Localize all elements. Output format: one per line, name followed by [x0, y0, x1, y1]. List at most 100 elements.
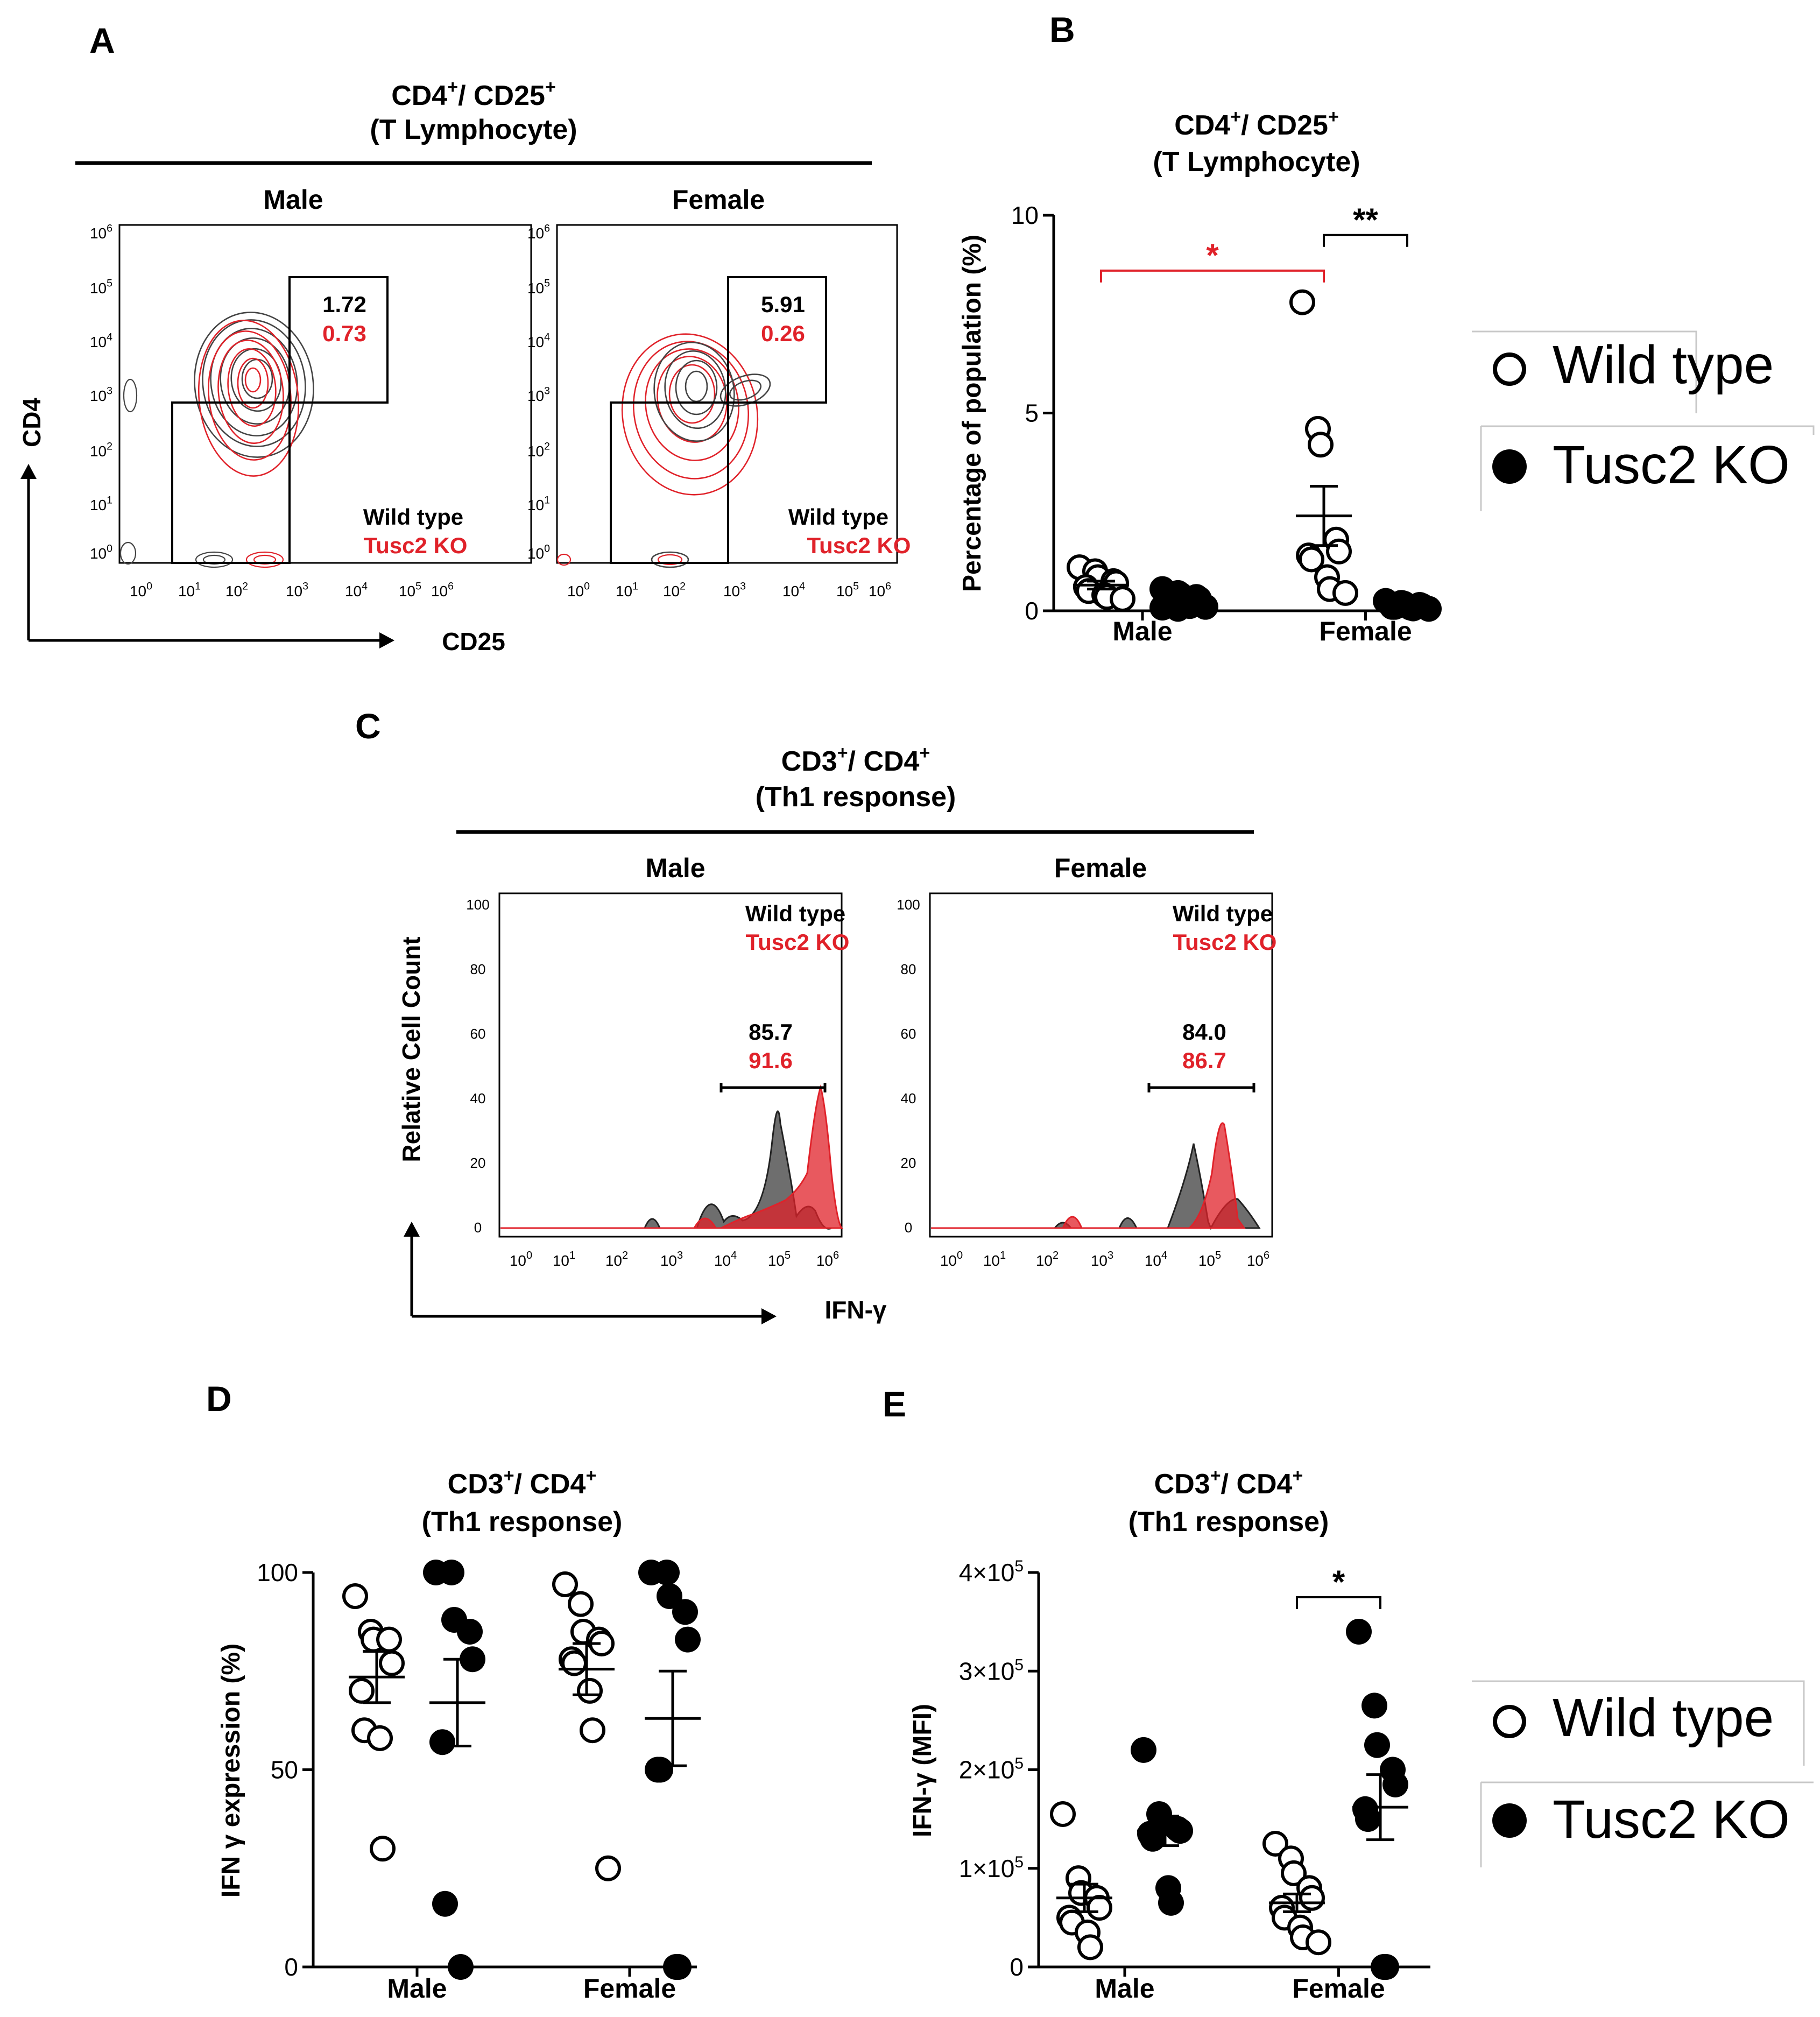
chart-b: CD4+/ CD25+ (T Lymphocyte) 0 5 10 Percentage …	[958, 107, 1442, 646]
chart-d-point-ko	[448, 1954, 474, 1980]
panel-c-subtitle: (Th1 response)	[756, 781, 956, 813]
panel-b-label: B	[1049, 10, 1075, 50]
histogram-male-y-tick-label: 0	[474, 1219, 482, 1236]
panel-a-subtitle: (T Lymphocyte)	[370, 114, 577, 145]
histogram-female-x-tick-label: 106	[1247, 1250, 1269, 1269]
flow-plot-male-frame	[118, 224, 532, 564]
chart-e-y-tick-label: 3×105	[959, 1656, 1024, 1685]
chart-e-subtitle: (Th1 response)	[1128, 1506, 1329, 1538]
chart-e-point-ko	[1131, 1737, 1156, 1763]
histogram-female-y-tick-label: 100	[897, 897, 920, 913]
chart-b-subtitle: (T Lymphocyte)	[1153, 146, 1360, 178]
legend-bottom-border-1	[1472, 1680, 1805, 1766]
chart-d-point-wt	[367, 1725, 393, 1751]
flow-female-y-tick-label: 101	[527, 494, 550, 513]
flow-plot-male-gate-lower	[171, 401, 291, 564]
flow-male-y-tick-label: 105	[90, 277, 112, 297]
chart-d-point-wt	[552, 1571, 578, 1597]
chart-e-significance-label: *	[1332, 1564, 1345, 1600]
histogram-female-legend-ko: Tusc2 KO	[1173, 929, 1277, 955]
chart-e-x-tick-label: Male	[1095, 1973, 1154, 2004]
chart-e-point-ko	[1362, 1692, 1387, 1719]
legend-bottom-wt-label: Wild type	[1553, 1688, 1774, 1748]
flow-female-y-tick-label: 100	[527, 542, 550, 562]
flow-female-y-tick-label: 103	[527, 385, 550, 404]
panel-c-male-label: Male	[645, 853, 705, 883]
legend-top-wt-label: Wild type	[1553, 335, 1774, 395]
chart-d-point-wt	[370, 1836, 396, 1862]
histogram-female-x-tick-label: 105	[1198, 1250, 1221, 1269]
chart-d-point-wt	[342, 1583, 368, 1609]
flow-male-y-tick-label: 101	[90, 494, 112, 513]
flow-plot-female-gate-cd25	[727, 276, 827, 404]
chart-b-point-ko	[1416, 596, 1442, 622]
panel-c-y-label: Relative Cell Count	[397, 936, 425, 1162]
flow-plot-male: 1.72 0.73 Wild type Tusc2 KO	[118, 224, 532, 568]
histogram-male-y-tick-label: 40	[470, 1090, 486, 1106]
chart-d-y-tick-label: 50	[271, 1756, 298, 1784]
panel-c-x-arrowhead	[761, 1308, 777, 1324]
histogram-female: Wild type Tusc2 KO 84.0 86.7	[929, 892, 1277, 1238]
panel-a: A CD4+/ CD25+ (T Lymphocyte) Male Female…	[18, 20, 911, 655]
chart-b-significance-bracket	[1323, 234, 1408, 247]
chart-d-point-ko	[460, 1646, 485, 1673]
histogram-male-x-tick-label: 103	[660, 1250, 683, 1269]
panel-a-y-label: CD4	[18, 398, 46, 447]
chart-e-point-wt	[1281, 1860, 1307, 1886]
flow-female-x-tick-label: 102	[663, 580, 686, 600]
flow-female-y-tick-label: 106	[527, 222, 550, 242]
flow-male-x-tick-label: 103	[286, 580, 308, 600]
panel-c-female-label: Female	[1054, 853, 1147, 883]
chart-d-y-tick-label: 100	[257, 1558, 298, 1586]
chart-e-point-ko	[1355, 1806, 1381, 1832]
panel-a-female-label: Female	[672, 185, 765, 215]
histogram-female-x-tick-label: 100	[940, 1250, 963, 1269]
panel-a-male-label: Male	[263, 185, 323, 215]
legend-bottom: Wild type Tusc2 KO	[1472, 1680, 1814, 1867]
chart-e-point-ko	[1158, 1889, 1184, 1916]
flow-female-legend-wt: Wild type	[788, 504, 888, 530]
chart-e-point-wt	[1299, 1885, 1325, 1911]
chart-d-y-tick-label: 0	[284, 1953, 298, 1981]
flow-female-x-tick-label: 101	[616, 580, 638, 600]
chart-d-point-wt	[595, 1855, 621, 1881]
histogram-female-x-tick-label: 104	[1145, 1250, 1167, 1269]
histogram-female-y-tick-label: 40	[901, 1090, 916, 1106]
chart-e-point-ko	[1373, 1954, 1399, 1980]
panel-a-x-arrowhead	[379, 632, 394, 648]
panel-a-title: CD4+/ CD25+	[391, 77, 556, 111]
histogram-male-x-tick-label: 105	[768, 1250, 791, 1269]
chart-b-point-wt	[1110, 586, 1135, 612]
histogram-male-y-tick-label: 80	[470, 961, 486, 977]
flow-male-wt-percent: 1.72	[322, 292, 366, 317]
panel-e-label: E	[883, 1384, 906, 1424]
chart-e-point-wt	[1262, 1830, 1288, 1857]
chart-d-point-wt	[568, 1591, 594, 1617]
flow-female-ko-percent: 0.26	[761, 321, 805, 346]
histogram-male-y-tick-label: 100	[466, 897, 489, 913]
histogram-female-x-tick-label: 103	[1091, 1250, 1113, 1269]
flow-female-y-tick-label: 105	[527, 277, 550, 297]
chart-d-x-tick-label: Female	[583, 1973, 676, 2004]
histogram-female-legend-wt: Wild type	[1173, 901, 1273, 926]
chart-d-point-wt	[379, 1650, 405, 1676]
chart-e-point-wt	[1077, 1934, 1103, 1960]
chart-e-x-tick-label: Female	[1292, 1973, 1385, 2004]
histogram-male-ko-percent: 91.6	[749, 1048, 793, 1073]
flow-female-y-tick-label: 104	[527, 331, 550, 350]
chart-d-subtitle: (Th1 response)	[422, 1506, 623, 1538]
histogram-male-gate	[719, 1083, 827, 1092]
chart-d-point-wt	[561, 1650, 587, 1676]
flow-plot-female: 5.91 0.26 Wild type Tusc2 KO	[556, 224, 911, 568]
chart-e-point-ko	[1364, 1732, 1390, 1758]
panel-a-label: A	[89, 20, 115, 60]
chart-d-title: CD3+/ CD4+	[448, 1465, 597, 1500]
chart-e-y-tick-label: 2×105	[959, 1755, 1024, 1784]
chart-b-x-tick-label: Female	[1319, 616, 1412, 646]
panel-a-x-label: CD25	[442, 627, 505, 655]
flow-male-legend-ko: Tusc2 KO	[364, 533, 468, 558]
panel-b: B CD4+/ CD25+ (T Lymphocyte) 0 5 10 Percentag…	[958, 10, 1442, 646]
chart-b-significance-label: **	[1353, 202, 1378, 238]
